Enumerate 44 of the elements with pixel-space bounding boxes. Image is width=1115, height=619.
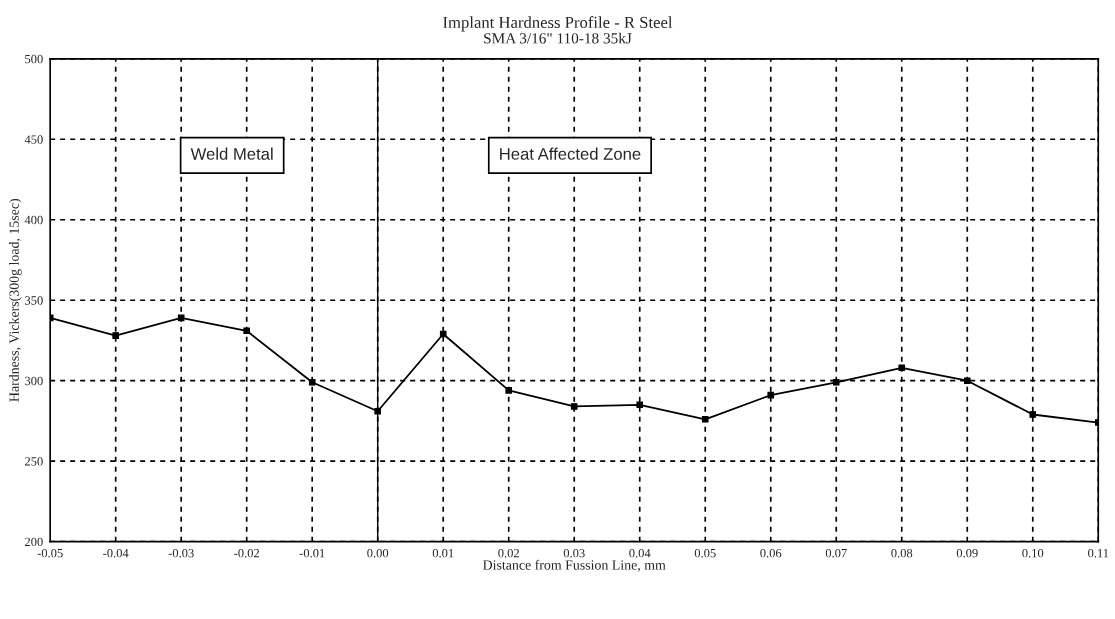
annotation: Weld Metal: [190, 147, 273, 160]
x-axis-title: Distance from Fussion Line, mm: [483, 559, 666, 572]
point: [112, 332, 119, 339]
y-tick-label: 400: [24, 215, 43, 225]
x-tick-label: -0.02: [234, 548, 260, 558]
point: [505, 387, 513, 394]
point: [570, 403, 578, 410]
point: [767, 391, 775, 399]
point: [308, 379, 316, 386]
x-tick-label: 0.00: [367, 548, 389, 558]
y-axis-title: Hardness, Vickers(300g load, 15sec): [9, 198, 22, 402]
x-tick-label: 0.03: [563, 548, 585, 558]
point: [832, 379, 840, 386]
chart-subtitle: SMA 3/16" 110-18 35kJ: [484, 32, 632, 44]
x-tick-label: 0.06: [760, 548, 782, 558]
annotation: Heat Affected Zone: [500, 147, 641, 160]
x-tick-label: 0.10: [1022, 548, 1044, 558]
point: [1029, 411, 1037, 418]
point: [898, 364, 906, 372]
x-tick-label: 0.08: [891, 548, 913, 558]
point: [963, 377, 971, 384]
y-tick-label: 200: [25, 537, 43, 547]
x-tick-label: 0.04: [629, 548, 651, 558]
x-tick-label: -0.04: [103, 548, 129, 558]
x-tick-label: -0.01: [299, 548, 325, 558]
y-tick-label: 500: [25, 54, 43, 64]
x-tick-label: 0.02: [498, 548, 519, 558]
x-tick-label: 0.01: [432, 548, 454, 558]
chart-title: Implant Hardness Profile - R Steel: [443, 16, 673, 32]
y-tick-label: 350: [25, 296, 43, 305]
y-tick-label: 450: [24, 135, 43, 144]
y-tick-label: 250: [25, 457, 43, 466]
point: [636, 401, 644, 409]
point: [374, 407, 381, 415]
y-tick-label: 300: [25, 376, 43, 386]
x-tick-label: -0.05: [37, 548, 63, 558]
point: [243, 327, 250, 335]
point: [701, 416, 709, 423]
x-tick-label: 0.07: [825, 548, 847, 558]
x-tick-label: 0.05: [694, 548, 716, 558]
x-tick-label: 0.11: [1088, 548, 1109, 558]
point: [439, 330, 447, 338]
x-tick-label: -0.03: [168, 548, 194, 558]
x-tick-label: 0.09: [956, 548, 978, 558]
